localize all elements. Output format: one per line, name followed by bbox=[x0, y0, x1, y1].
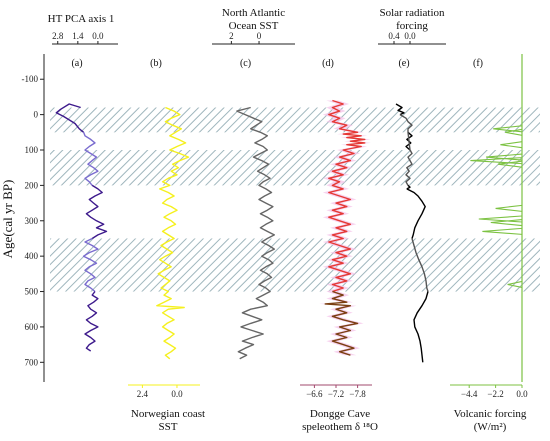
x-tick-label: −7.2 bbox=[328, 389, 344, 399]
series-line-segment bbox=[406, 184, 411, 190]
panel-letter: (d) bbox=[322, 58, 334, 69]
uncertainty-band bbox=[319, 100, 371, 356]
x-tick-label: 0.0 bbox=[404, 31, 416, 41]
panel-title: HT PCA axis 1 bbox=[48, 13, 115, 25]
data-layer bbox=[55, 99, 523, 363]
y-tick-label: 600 bbox=[25, 322, 39, 332]
series-line-segment bbox=[411, 238, 429, 292]
panel-a bbox=[55, 103, 108, 352]
x-tick-label: 0.0 bbox=[516, 389, 528, 399]
x-tick-label: 2 bbox=[229, 31, 234, 41]
y-tick-label: 200 bbox=[25, 180, 39, 190]
series-line-segment bbox=[236, 106, 275, 360]
volcanic-spike bbox=[485, 153, 523, 161]
panel-f bbox=[470, 125, 523, 289]
axes-layer bbox=[40, 41, 523, 388]
shaded-interval-1 bbox=[50, 107, 540, 133]
x-tick-label: 2.8 bbox=[52, 31, 64, 41]
x-tick-label: 0.4 bbox=[388, 31, 400, 41]
panel-bottom-label: (W/m²) bbox=[474, 421, 507, 433]
x-tick-label: −4.4 bbox=[461, 389, 478, 399]
y-axis-label: Age(cal yr BP) bbox=[0, 180, 15, 259]
volcanic-spike bbox=[507, 280, 523, 289]
panel-e bbox=[395, 103, 429, 363]
series-line-segment bbox=[413, 291, 429, 363]
y-tick-label: 500 bbox=[25, 287, 39, 297]
volcanic-spike bbox=[500, 141, 523, 149]
volcanic-spike bbox=[470, 157, 523, 165]
panel-letter: (e) bbox=[398, 58, 409, 69]
volcanic-spike bbox=[505, 128, 523, 136]
series-line-segment bbox=[82, 132, 99, 186]
panel-b bbox=[156, 106, 190, 360]
panel-letter: (a) bbox=[71, 58, 82, 69]
y-tick-label: -100 bbox=[22, 74, 39, 84]
panel-title: North Atlantic bbox=[222, 7, 285, 19]
x-tick-label: 1.4 bbox=[72, 31, 84, 41]
shaded-interval-3 bbox=[50, 238, 540, 292]
panel-d bbox=[319, 99, 371, 356]
series-line-segment bbox=[55, 103, 85, 133]
text-layer: -100 0 100 200 300 400 500 600 700 Age(cal yr BP)… bbox=[0, 7, 528, 433]
y-tick-label: 0 bbox=[34, 110, 39, 120]
volcanic-spike bbox=[490, 218, 523, 227]
x-tick-label: 0.0 bbox=[92, 31, 104, 41]
shaded-intervals bbox=[50, 107, 540, 292]
y-tick-label: 400 bbox=[25, 251, 39, 261]
series-line-segment bbox=[395, 103, 405, 116]
panel-title: Solar radiation bbox=[379, 7, 445, 19]
panel-bottom-label: Volcanic forcing bbox=[454, 408, 527, 420]
y-tick-label: 300 bbox=[25, 216, 39, 226]
panel-bottom-label: SST bbox=[159, 421, 178, 433]
series-line-segment bbox=[82, 237, 99, 293]
panel-bottom-label: Dongge Cave bbox=[310, 408, 370, 420]
panel-bottom-label: speleothem δ ¹⁸O bbox=[302, 421, 378, 433]
series-line-segment bbox=[406, 188, 426, 239]
panel-letter: (b) bbox=[150, 58, 162, 69]
panel-bottom-label: Norwegian coast bbox=[131, 408, 205, 420]
series-line-segment bbox=[85, 184, 108, 240]
panel-letter: (f) bbox=[473, 58, 483, 69]
x-tick-label: 2.4 bbox=[137, 389, 149, 399]
volcanic-spike bbox=[497, 160, 523, 168]
x-tick-label: −6.6 bbox=[306, 389, 323, 399]
series-line-segment bbox=[84, 291, 99, 352]
x-tick-label: −2.2 bbox=[487, 389, 503, 399]
panel-title: Ocean SST bbox=[229, 20, 279, 32]
x-tick-label: 0.0 bbox=[171, 389, 183, 399]
series-line-segment bbox=[328, 99, 366, 293]
panel-title: forcing bbox=[396, 20, 428, 32]
shaded-interval-2 bbox=[50, 150, 540, 186]
y-tick-label: 700 bbox=[25, 357, 39, 367]
y-tick-label: 100 bbox=[25, 145, 39, 155]
volcanic-spike bbox=[495, 204, 523, 212]
volcanic-spike bbox=[482, 227, 523, 235]
panel-letter: (c) bbox=[240, 58, 251, 69]
panel-c bbox=[236, 106, 275, 360]
series-line-segment bbox=[324, 290, 359, 356]
x-tick-label: −7.8 bbox=[349, 389, 366, 399]
x-tick-label: 0 bbox=[257, 31, 262, 41]
series-line-segment bbox=[399, 113, 413, 186]
series-line-segment bbox=[156, 106, 190, 360]
